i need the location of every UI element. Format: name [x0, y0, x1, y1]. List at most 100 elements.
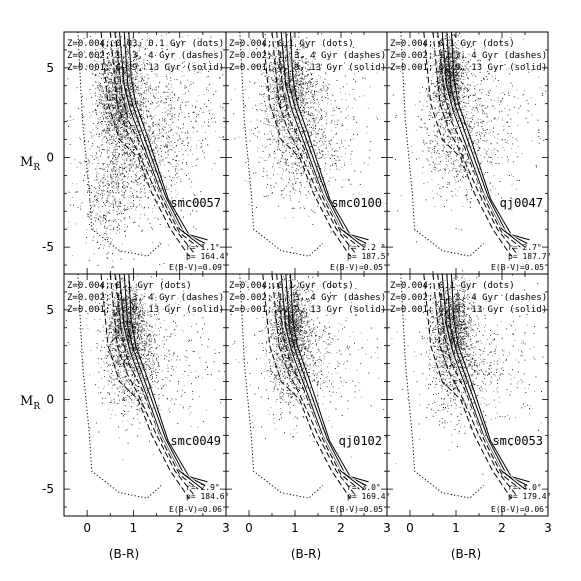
star-point	[127, 207, 128, 209]
star-point	[143, 112, 144, 114]
star-point	[93, 223, 94, 225]
star-point	[124, 62, 125, 64]
star-point	[136, 102, 138, 104]
star-point	[139, 192, 141, 194]
star-point	[147, 178, 149, 179]
star-point	[126, 122, 128, 124]
star-point	[121, 78, 123, 80]
star-point	[140, 108, 142, 110]
star-point	[134, 167, 136, 169]
star-point	[102, 178, 104, 180]
star-point	[160, 141, 162, 143]
star-point	[105, 218, 106, 220]
star-point	[197, 71, 199, 73]
star-point	[161, 50, 163, 52]
star-point	[104, 96, 106, 98]
star-point	[116, 47, 117, 49]
star-point	[114, 74, 116, 76]
star-point	[150, 145, 152, 147]
star-point	[101, 90, 103, 92]
star-point	[166, 45, 168, 47]
star-point	[130, 68, 132, 69]
star-point	[153, 158, 155, 160]
star-point	[274, 41, 276, 43]
star-point	[169, 72, 171, 74]
star-point	[117, 145, 119, 147]
star-point	[148, 129, 150, 131]
star-point	[101, 190, 103, 191]
star-point	[134, 89, 136, 91]
star-point	[100, 73, 102, 75]
star-point	[124, 137, 126, 139]
star-point	[155, 123, 157, 125]
star-point	[125, 102, 127, 103]
star-point	[265, 104, 266, 106]
star-point	[123, 218, 125, 220]
star-point	[213, 94, 214, 95]
star-point	[118, 80, 120, 81]
star-point	[136, 52, 138, 54]
star-point	[215, 130, 217, 132]
star-point	[112, 196, 113, 197]
star-point	[141, 161, 142, 163]
star-point	[262, 151, 264, 152]
star-point	[161, 175, 162, 177]
star-point	[111, 152, 113, 154]
star-point	[117, 77, 119, 79]
star-point	[97, 88, 99, 90]
star-point	[302, 98, 303, 100]
star-point	[279, 119, 281, 121]
star-point	[121, 94, 123, 95]
star-point	[151, 40, 153, 41]
star-point	[101, 85, 103, 86]
star-point	[278, 110, 280, 112]
star-point	[140, 43, 142, 44]
star-point	[275, 76, 277, 78]
star-point	[173, 117, 175, 118]
star-point	[110, 100, 112, 102]
star-point	[279, 67, 281, 69]
star-point	[294, 94, 296, 96]
star-point	[291, 89, 293, 91]
star-point	[152, 102, 153, 104]
star-point	[296, 135, 298, 136]
star-point	[103, 214, 105, 216]
star-point	[159, 130, 161, 131]
star-point	[308, 215, 310, 217]
star-point	[153, 189, 155, 190]
star-point	[117, 85, 119, 87]
star-point	[270, 91, 272, 93]
star-point	[132, 146, 134, 148]
star-point	[113, 107, 115, 109]
star-point	[151, 183, 153, 185]
star-point	[312, 113, 314, 115]
star-point	[104, 171, 106, 173]
star-point	[139, 177, 141, 179]
star-point	[117, 213, 119, 215]
isochrone-dashed	[100, 32, 190, 257]
star-point	[98, 248, 100, 249]
star-point	[161, 206, 163, 208]
star-point	[323, 167, 325, 169]
star-point	[113, 16, 114, 17]
star-point	[104, 136, 105, 138]
star-point	[207, 53, 209, 55]
star-point	[98, 57, 99, 59]
star-point	[277, 53, 279, 55]
star-point	[150, 92, 151, 94]
star-point	[141, 196, 142, 198]
star-point	[154, 169, 156, 171]
star-point	[303, 83, 304, 85]
star-point	[292, 70, 294, 72]
star-point	[95, 33, 97, 35]
star-point	[301, 26, 302, 27]
star-point	[97, 213, 99, 215]
star-point	[144, 140, 146, 141]
star-point	[128, 56, 129, 58]
star-point	[105, 222, 106, 224]
star-point	[94, 56, 96, 58]
star-point	[104, 193, 106, 195]
star-point	[176, 66, 178, 68]
star-point	[140, 176, 142, 177]
star-point	[89, 117, 91, 119]
